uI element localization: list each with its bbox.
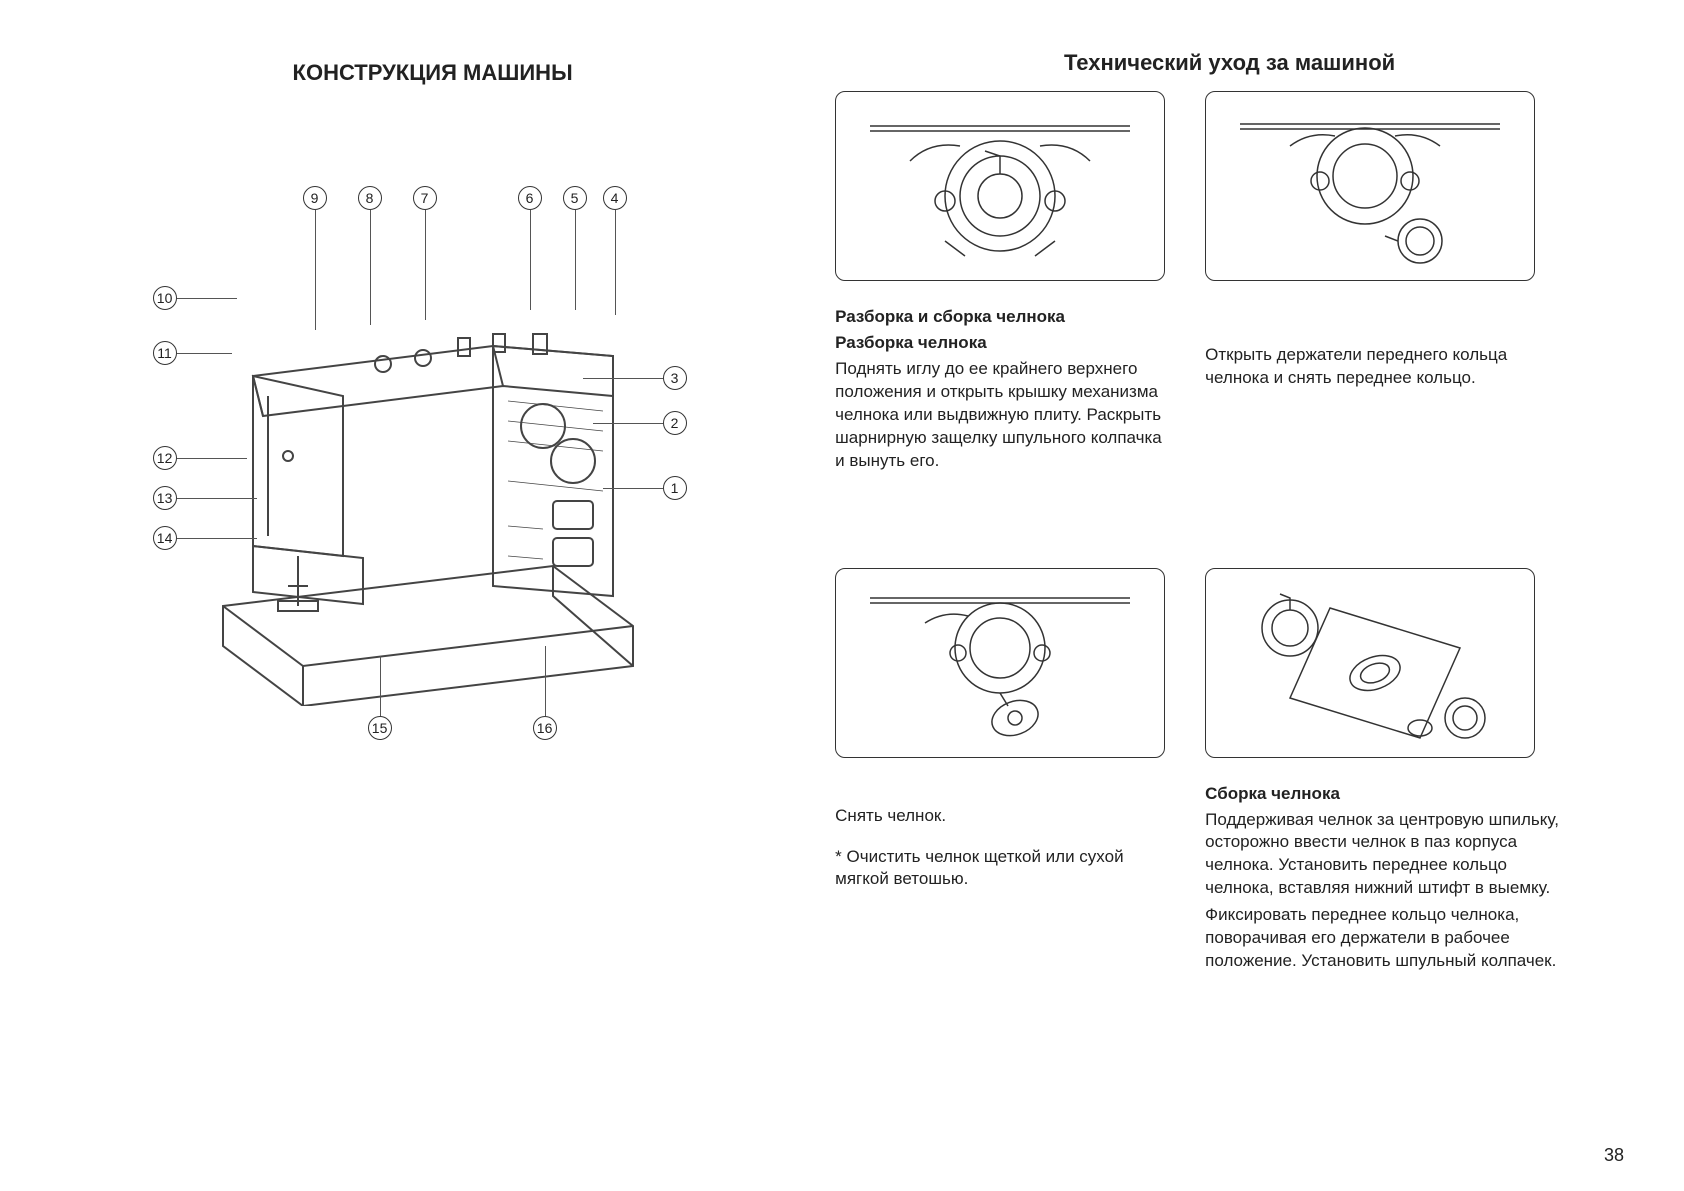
callout-14: 14 (153, 526, 177, 550)
callout-16: 16 (533, 716, 557, 740)
section1-heading1: Разборка и сборка челнока (835, 306, 1165, 329)
panel-1 (835, 91, 1165, 281)
callout-12: 12 (153, 446, 177, 470)
callout-3: 3 (663, 366, 687, 390)
callout-5: 5 (563, 186, 587, 210)
leader (425, 210, 426, 320)
leader (615, 210, 616, 315)
leader (177, 298, 237, 299)
panel-2 (1205, 91, 1535, 281)
section2-right-1: Поддерживая челнок за центровую шпильку,… (1205, 809, 1575, 901)
right-title: Технический уход за машиной (835, 50, 1624, 76)
section2-heading: Сборка челнока (1205, 783, 1575, 806)
callout-10: 10 (153, 286, 177, 310)
panel-3 (835, 568, 1165, 758)
panel-4 (1205, 568, 1535, 758)
row-diagrams-1 (835, 91, 1624, 281)
left-title: КОНСТРУКЦИЯ МАШИНЫ (70, 60, 795, 86)
leader (575, 210, 576, 310)
shuttle-diagram-2 (1220, 101, 1520, 271)
row-text-1: Разборка и сборка челнока Разборка челно… (835, 306, 1624, 473)
leader (380, 656, 381, 716)
section2-right: Сборка челнока Поддерживая челнок за цен… (1205, 783, 1575, 974)
callout-13: 13 (153, 486, 177, 510)
section1-heading2: Разборка челнока (835, 332, 1165, 355)
section2-right-2: Фиксировать переднее кольцо челнока, пов… (1205, 904, 1575, 973)
leader (177, 458, 247, 459)
leader (177, 538, 257, 539)
callout-15: 15 (368, 716, 392, 740)
callout-2: 2 (663, 411, 687, 435)
leader (583, 378, 663, 379)
left-column: КОНСТРУКЦИЯ МАШИНЫ (0, 0, 825, 1191)
section2-left-1: Снять челнок. (835, 805, 1165, 828)
leader (603, 488, 663, 489)
section1-left-text: Поднять иглу до ее крайнего верхнего пол… (835, 358, 1165, 473)
callout-7: 7 (413, 186, 437, 210)
page-number: 38 (1604, 1145, 1624, 1166)
leader (370, 210, 371, 325)
shuttle-diagram-1 (850, 101, 1150, 271)
callout-8: 8 (358, 186, 382, 210)
right-column: Технический уход за машиной (825, 0, 1684, 1191)
callout-1: 1 (663, 476, 687, 500)
leader (177, 498, 257, 499)
leader (177, 353, 232, 354)
callout-4: 4 (603, 186, 627, 210)
machine-svg (193, 226, 673, 706)
section2-left: Снять челнок. * Очистить челнок щеткой и… (835, 783, 1165, 974)
machine-diagram: 9 8 7 6 5 4 10 11 12 13 14 3 2 1 15 16 (143, 186, 723, 746)
callout-9: 9 (303, 186, 327, 210)
section2-left-2: * Очистить челнок щеткой или сухой мягко… (835, 846, 1165, 892)
leader (530, 210, 531, 310)
leader (545, 646, 546, 716)
shuttle-diagram-4 (1220, 578, 1520, 748)
callout-11: 11 (153, 341, 177, 365)
section1-right: Открыть держатели переднего кольца челно… (1205, 306, 1535, 473)
shuttle-diagram-3 (850, 578, 1150, 748)
leader (315, 210, 316, 330)
section1-right-text: Открыть держатели переднего кольца челно… (1205, 344, 1535, 390)
row-text-2: Снять челнок. * Очистить челнок щеткой и… (835, 783, 1624, 974)
spacer (835, 498, 1624, 568)
leader (593, 423, 663, 424)
manual-page: КОНСТРУКЦИЯ МАШИНЫ (0, 0, 1684, 1191)
callout-6: 6 (518, 186, 542, 210)
row-diagrams-2 (835, 568, 1624, 758)
section1-left: Разборка и сборка челнока Разборка челно… (835, 306, 1165, 473)
